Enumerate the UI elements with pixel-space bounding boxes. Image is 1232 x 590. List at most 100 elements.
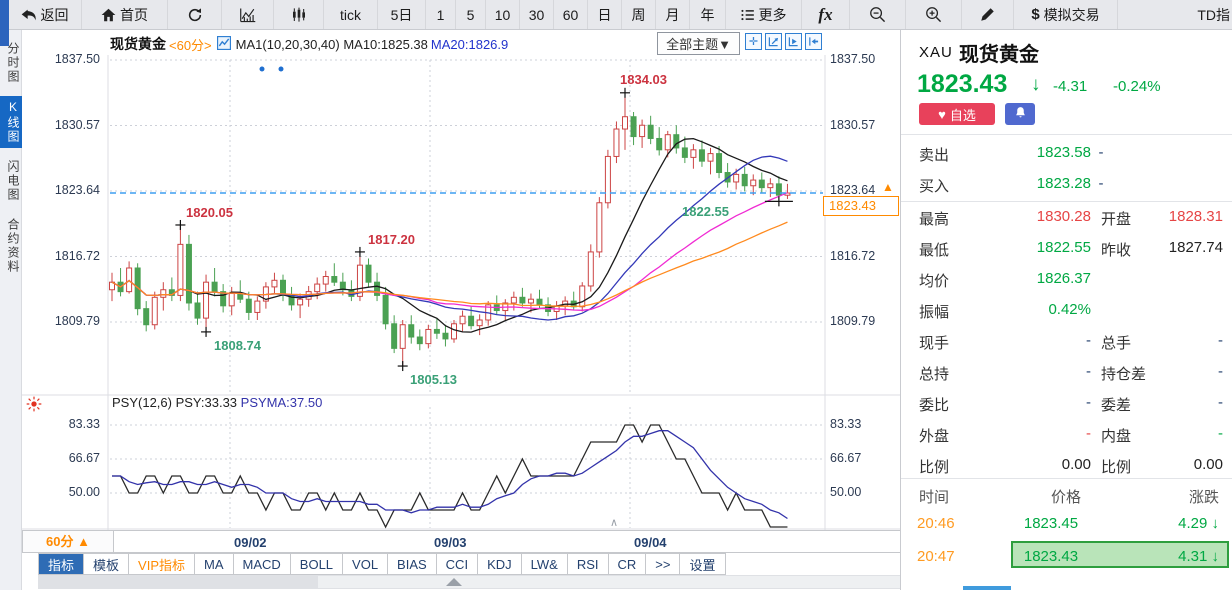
toolbar-fx-button[interactable]: fx (802, 0, 850, 29)
tab-bias[interactable]: BIAS (388, 553, 437, 575)
chart-scale-icon[interactable] (765, 33, 782, 50)
toolbar-period-month[interactable]: 月 (656, 0, 690, 29)
price-annotation: 1822.55 (682, 204, 729, 219)
corner-accent (0, 0, 9, 46)
symbol-code: XAU (919, 44, 953, 61)
quote-row: 均价 1826.37 (919, 270, 1091, 290)
add-favorite-button[interactable]: ♥ 自选 (919, 103, 995, 125)
toolbar-period-60[interactable]: 60 (554, 0, 588, 29)
y-axis-label-right: 1809.79 (830, 314, 876, 328)
symbol-name: 现货黄金 (110, 36, 166, 52)
tab-cci[interactable]: CCI (436, 553, 479, 575)
sidebar-item-contract-info[interactable]: 合约资料 (6, 218, 20, 274)
pan-tool-icon[interactable]: ✛ (745, 33, 762, 50)
tick-row: 20:46 1823.45 4.29 ↓ (917, 515, 1219, 532)
toolbar-refresh-button[interactable] (168, 0, 222, 29)
y-axis-label: 1816.72 (54, 249, 100, 263)
toolbar-tick-button[interactable]: tick (324, 0, 378, 29)
candlestick-icon (291, 7, 307, 23)
alert-bell-button[interactable] (1005, 103, 1035, 125)
tab-ma[interactable]: MA (195, 553, 234, 575)
tab-indicator[interactable]: 指标 (38, 553, 85, 575)
back-arrow-icon (21, 8, 37, 22)
psy-y-label-right: 66.67 (830, 451, 862, 465)
psy-values-label: PSY(12,6) PSY:33.33 (112, 395, 238, 410)
zoom-in-icon (925, 6, 942, 23)
y-axis-label: 1830.57 (54, 118, 100, 132)
chart-play-icon[interactable] (785, 33, 802, 50)
dollar-icon: $ (1031, 6, 1040, 23)
chart-export-icon[interactable] (805, 33, 822, 50)
zoom-in-button[interactable] (906, 0, 962, 29)
quote-row: 总持 - 持仓差 - (919, 363, 1223, 383)
mini-chart-icon (216, 35, 231, 53)
all-themes-button[interactable]: 全部主题▼ (657, 32, 740, 55)
tab-vip-indicator[interactable]: VIP指标 (129, 553, 195, 575)
ma-values-label: MA1(10,20,30,40) MA10:1825.38 (235, 36, 428, 52)
draw-button[interactable] (962, 0, 1014, 29)
y-axis-label: 1823.64 (54, 183, 100, 197)
quote-row: 最低 1822.55 昨收 1827.74 (919, 239, 1223, 259)
chart-header: 现货黄金 <60分> MA1(10,20,30,40) MA10:1825.38… (22, 30, 900, 55)
psy-y-label-right: 83.33 (830, 417, 862, 431)
tick-row: 20:47 1823.43 4.31 ↓ (917, 548, 1220, 565)
td-indicator-button[interactable]: TD指 (1197, 6, 1230, 23)
horizontal-scrollbar[interactable] (38, 575, 962, 589)
toolbar-period-30[interactable]: 30 (520, 0, 554, 29)
sidebar-item-kline[interactable]: K线图 (0, 96, 22, 148)
toolbar-period-5[interactable]: 5 (456, 0, 486, 29)
quote-row: 卖出 1823.58 - (919, 144, 1104, 164)
tab-kdj[interactable]: KDJ (478, 553, 522, 575)
tab-template[interactable]: 模板 (84, 553, 130, 575)
x-axis-date: 09/03 (434, 535, 467, 550)
panel-scrollbar-fragment[interactable] (963, 586, 1011, 590)
tab-macd[interactable]: MACD (233, 553, 291, 575)
tab-settings[interactable]: 设置 (680, 553, 726, 575)
chart-area: 现货黄金 <60分> MA1(10,20,30,40) MA10:1825.38… (22, 30, 962, 590)
price-annotation: 1834.03 (620, 72, 667, 87)
quote-row: 振幅 0.42% (919, 301, 1091, 321)
kline-chart-canvas[interactable] (22, 55, 900, 530)
sim-trade-button[interactable]: $ 模拟交易 (1014, 0, 1118, 29)
tick-highlight-box (1011, 541, 1229, 568)
y-axis-label-right: 1823.64 (830, 183, 876, 197)
x-axis-date: 09/02 (234, 535, 267, 550)
toolbar-more-button[interactable]: 更多 (726, 0, 802, 29)
toolbar-candlestick-button[interactable] (274, 0, 324, 29)
toolbar-period-week[interactable]: 周 (622, 0, 656, 29)
tab-vol[interactable]: VOL (343, 553, 389, 575)
toolbar-period-5d[interactable]: 5日 (378, 0, 426, 29)
psy-indicator-header: PSY(12,6) PSY:33.33 PSYMA:37.50 (112, 395, 322, 410)
symbol-title: 现货黄金 (959, 44, 1039, 66)
tab-lw[interactable]: LW& (521, 553, 568, 575)
sidebar-item-lightning[interactable]: 闪电图 (6, 160, 20, 202)
tab-more-indicators[interactable]: >> (646, 553, 681, 575)
bell-icon (1014, 106, 1027, 123)
zoom-out-button[interactable] (850, 0, 906, 29)
price-change: -4.31 (1053, 78, 1088, 95)
tab-rsi[interactable]: RSI (567, 553, 609, 575)
sidebar-item-timeshare[interactable]: 分时图 (6, 42, 20, 84)
tab-boll[interactable]: BOLL (290, 553, 344, 575)
scroll-triangle-icon[interactable] (446, 578, 462, 586)
indicator-tabs-bar: 指标 模板 VIP指标 MA MACD BOLL VOL BIAS CCI KD… (38, 553, 726, 575)
collapse-chevron-icon[interactable]: ∧ (610, 517, 619, 529)
indicator-sun-icon[interactable] (26, 396, 42, 417)
toolbar-period-day[interactable]: 日 (588, 0, 622, 29)
tab-cr[interactable]: CR (608, 553, 647, 575)
toolbar-home-button[interactable]: 首页 (82, 0, 168, 29)
toolbar-period-year[interactable]: 年 (690, 0, 726, 29)
toolbar-back-button[interactable]: 返回 (0, 0, 82, 29)
toolbar-period-1[interactable]: 1 (426, 0, 456, 29)
y-axis-label-right: 1830.57 (830, 118, 876, 132)
toolbar-linechart-button[interactable] (222, 0, 274, 29)
psy-y-label: 83.33 (68, 417, 100, 431)
x-axis-date: 09/04 (634, 535, 667, 550)
zoom-out-icon (869, 6, 886, 23)
price-annotation: 1808.74 (214, 338, 261, 353)
scrollbar-track[interactable] (318, 576, 960, 588)
quote-row: 委比 - 委差 - (919, 394, 1223, 414)
period-selector-box[interactable]: 60分 ▲ (22, 530, 114, 553)
down-arrow-icon: ↓ (1211, 548, 1220, 565)
toolbar-period-10[interactable]: 10 (486, 0, 520, 29)
